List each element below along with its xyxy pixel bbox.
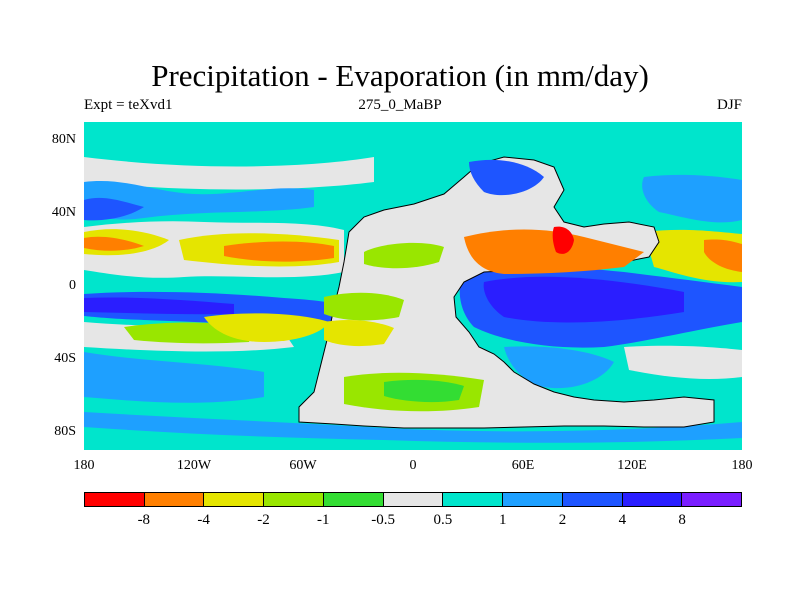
y-tick-label: 0 <box>69 278 76 293</box>
supercontinent-pangaea <box>298 156 715 429</box>
colorbar-swatch <box>264 493 324 506</box>
colorbar-label: -4 <box>197 512 210 528</box>
colorbar-swatch <box>443 493 504 506</box>
southern-ocean-wet-zone <box>84 352 264 403</box>
colorbar-swatch <box>85 493 145 506</box>
experiment-label: Expt = teXvd1 <box>84 97 173 113</box>
south-indian-wet-zone <box>504 346 614 389</box>
north-interior-wet <box>469 159 544 196</box>
colorbar-swatch <box>622 493 683 506</box>
colorbar-swatch <box>503 493 563 506</box>
x-tick-label: 180 <box>731 458 753 473</box>
colorbar-swatch <box>144 493 205 506</box>
equatorial-very-wet-east <box>483 276 684 323</box>
south-land-dry <box>324 320 394 347</box>
y-tick-label: 80N <box>51 132 76 147</box>
time-period-label: 275_0_MaBP <box>358 97 442 113</box>
southeast-neutral-band <box>624 345 742 380</box>
south-land-slight-dry <box>384 379 464 403</box>
colorbar-swatch <box>323 493 384 506</box>
land-very-dry-belt <box>464 229 644 274</box>
x-tick-label: 120E <box>617 458 647 473</box>
precipitation-evaporation-map <box>84 122 742 450</box>
colorbar-label: 0.5 <box>433 512 453 528</box>
x-tick-label: 0 <box>409 458 417 473</box>
plot-title: Precipitation - Evaporation (in mm/day) <box>151 58 649 93</box>
north-atlantic-very-dry <box>224 241 334 262</box>
colorbar <box>84 492 742 507</box>
colorbar-label: -0.5 <box>371 512 395 528</box>
north-subtropic-very-dry-west <box>84 236 144 251</box>
land-mild-dry-north <box>364 242 444 269</box>
colorbar-label: -2 <box>257 512 270 528</box>
y-tick-label: 40S <box>54 351 76 366</box>
colorbar-label: 8 <box>678 512 686 528</box>
x-tick-label: 180 <box>73 458 95 473</box>
season-label: DJF <box>716 97 742 113</box>
colorbar-swatch <box>682 493 742 506</box>
northeast-wet-zone <box>642 174 742 223</box>
colorbar-label: 2 <box>558 512 567 528</box>
x-tick-label: 60W <box>289 458 317 473</box>
land-extreme-dry-spot <box>552 226 574 254</box>
y-tick-label: 40N <box>51 205 76 220</box>
colorbar-label: 1 <box>498 512 507 528</box>
east-subtropic-very-dry <box>704 239 742 272</box>
south-pacific-dry <box>204 313 329 342</box>
colorbar-swatch <box>383 493 444 506</box>
southern-polar-wet-band <box>84 412 742 443</box>
x-tick-label: 120W <box>176 458 212 473</box>
colorbar-label: -8 <box>137 512 151 528</box>
colorbar-swatch <box>562 493 623 506</box>
y-tick-label: 80S <box>54 424 76 439</box>
equatorial-land-mild-dry <box>324 292 404 321</box>
northern-neutral-band <box>84 157 374 190</box>
colorbar-label: 4 <box>618 512 627 528</box>
north-pacific-wet-zone <box>84 180 314 220</box>
colorbar-swatch <box>204 493 265 506</box>
north-pacific-strong-wet <box>84 197 144 221</box>
x-tick-label: 60E <box>511 458 535 473</box>
colorbar-label: -1 <box>317 512 330 528</box>
equatorial-very-wet-west <box>84 297 234 315</box>
